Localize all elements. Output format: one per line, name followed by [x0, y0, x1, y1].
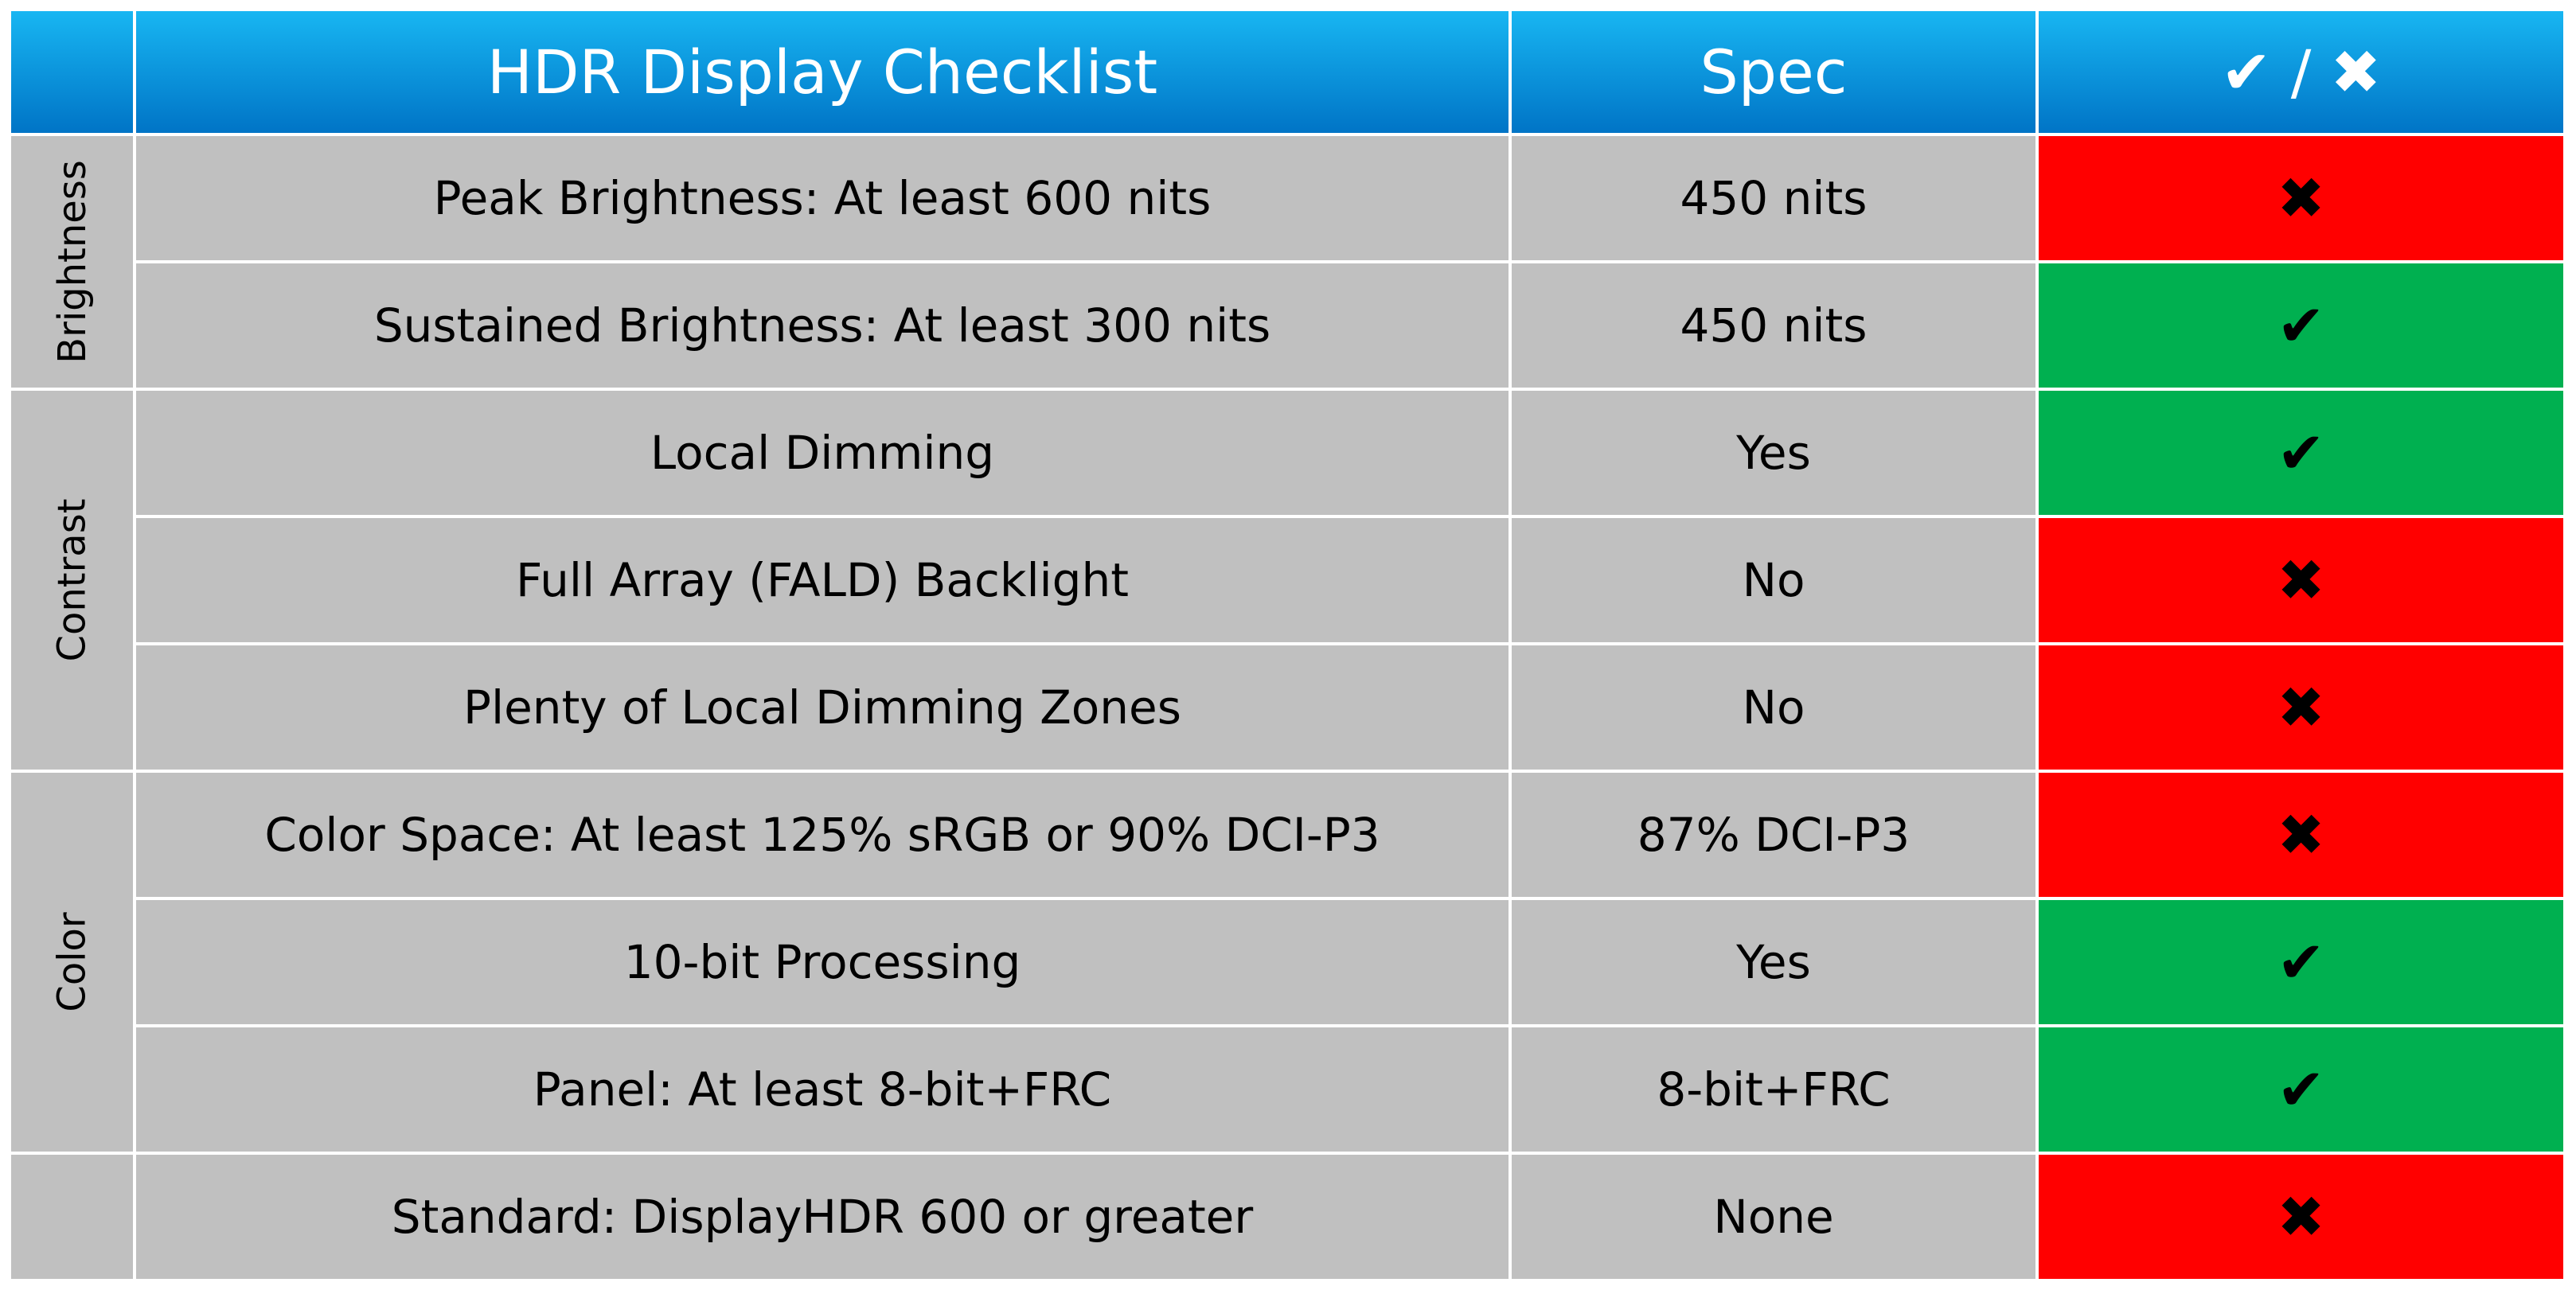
header-result-text: ✔ / ✖ — [2220, 37, 2382, 107]
result-cell: ✔ — [2037, 389, 2565, 516]
spec-cell: Yes — [1510, 898, 2037, 1026]
result-cell: ✔ — [2037, 262, 2565, 389]
spec-cell: 87% DCI-P3 — [1510, 771, 2037, 898]
feature-cell-text: Full Array (FALD) Backlight — [515, 553, 1129, 607]
feature-cell: Color Space: At least 125% sRGB or 90% D… — [135, 771, 1510, 898]
spec-cell-text: 87% DCI-P3 — [1637, 808, 1911, 862]
feature-cell-text: Plenty of Local Dimming Zones — [463, 680, 1181, 735]
spec-cell-text: Yes — [1736, 426, 1811, 480]
spec-cell-text: None — [1713, 1190, 1834, 1244]
spec-cell-text: 8-bit+FRC — [1657, 1062, 1891, 1117]
result-cell: ✖ — [2037, 134, 2565, 262]
feature-cell-text: Local Dimming — [650, 426, 995, 480]
result-cell: ✔ — [2037, 1026, 2565, 1153]
spec-cell: No — [1510, 516, 2037, 644]
result-cell-text: ✖ — [2277, 674, 2325, 741]
feature-cell: Plenty of Local Dimming Zones — [135, 644, 1510, 771]
group-label: Brightness — [10, 134, 135, 389]
feature-cell: Panel: At least 8-bit+FRC — [135, 1026, 1510, 1153]
feature-cell: Standard: DisplayHDR 600 or greater — [135, 1153, 1510, 1280]
spec-cell-text: Yes — [1736, 935, 1811, 989]
result-cell: ✔ — [2037, 898, 2565, 1026]
header-spec: Spec — [1510, 10, 2037, 134]
spec-cell: 450 nits — [1510, 134, 2037, 262]
group-label-text: Brightness — [49, 160, 95, 364]
spec-cell-text: No — [1742, 680, 1805, 735]
group-label: Color — [10, 771, 135, 1153]
group-label-text: Color — [49, 912, 95, 1012]
header-spec-text: Spec — [1700, 37, 1848, 107]
result-cell: ✖ — [2037, 1153, 2565, 1280]
feature-cell-text: Standard: DisplayHDR 600 or greater — [391, 1190, 1254, 1244]
spec-cell-text: 450 nits — [1680, 171, 1868, 225]
spec-cell: Yes — [1510, 389, 2037, 516]
feature-cell-text: 10-bit Processing — [623, 935, 1021, 989]
result-cell-text: ✖ — [2277, 547, 2325, 614]
result-cell-text: ✔ — [2277, 929, 2325, 996]
feature-cell-text: Panel: At least 8-bit+FRC — [533, 1062, 1112, 1117]
result-cell: ✖ — [2037, 771, 2565, 898]
header-title: HDR Display Checklist — [135, 10, 1510, 134]
header-result: ✔ / ✖ — [2037, 10, 2565, 134]
header-corner — [10, 10, 135, 134]
result-cell-text: ✖ — [2277, 801, 2325, 868]
result-cell-text: ✖ — [2277, 165, 2325, 232]
feature-cell-text: Sustained Brightness: At least 300 nits — [373, 298, 1271, 353]
result-cell-text: ✔ — [2277, 419, 2325, 486]
group-label — [10, 1153, 135, 1280]
feature-cell: 10-bit Processing — [135, 898, 1510, 1026]
header-title-text: HDR Display Checklist — [486, 37, 1158, 107]
feature-cell-text: Color Space: At least 125% sRGB or 90% D… — [264, 808, 1380, 862]
feature-cell: Local Dimming — [135, 389, 1510, 516]
spec-cell-text: 450 nits — [1680, 298, 1868, 353]
group-label-text: Contrast — [49, 498, 95, 662]
result-cell-text: ✔ — [2277, 292, 2325, 359]
feature-cell: Sustained Brightness: At least 300 nits — [135, 262, 1510, 389]
spec-cell: 8-bit+FRC — [1510, 1026, 2037, 1153]
spec-cell: 450 nits — [1510, 262, 2037, 389]
result-cell: ✖ — [2037, 644, 2565, 771]
feature-cell: Peak Brightness: At least 600 nits — [135, 134, 1510, 262]
group-label: Contrast — [10, 389, 135, 771]
result-cell: ✖ — [2037, 516, 2565, 644]
result-cell-text: ✔ — [2277, 1056, 2325, 1123]
feature-cell-text: Peak Brightness: At least 600 nits — [433, 171, 1212, 225]
feature-cell: Full Array (FALD) Backlight — [135, 516, 1510, 644]
result-cell-text: ✖ — [2277, 1183, 2325, 1250]
spec-cell: None — [1510, 1153, 2037, 1280]
spec-cell-text: No — [1742, 553, 1805, 607]
spec-cell: No — [1510, 644, 2037, 771]
